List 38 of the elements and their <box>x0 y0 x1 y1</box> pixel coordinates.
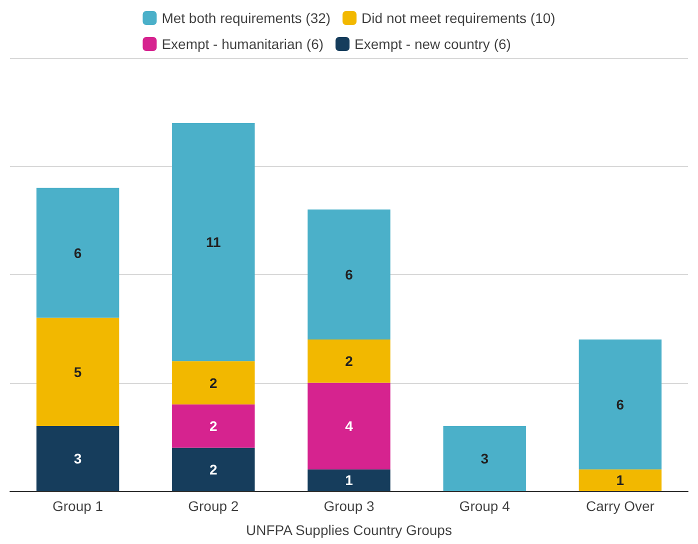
legend-label: Did not meet requirements (10) <box>362 10 556 26</box>
bar <box>36 318 120 426</box>
bar <box>578 469 662 491</box>
x-tick-label: Group 1 <box>52 498 104 514</box>
bar <box>308 382 390 470</box>
data-label: 3 <box>480 450 489 467</box>
data-label: 6 <box>74 244 82 261</box>
legend-label: Met both requirements (32) <box>162 10 331 26</box>
bar <box>172 122 255 362</box>
bar <box>308 210 390 340</box>
data-label: 2 <box>210 374 218 391</box>
legend-label: Exempt - new country (6) <box>354 36 511 52</box>
bar <box>172 361 255 404</box>
x-tick-label: Group 3 <box>324 498 375 514</box>
data-label: 6 <box>345 266 354 282</box>
bar <box>36 188 120 318</box>
data-label: 2 <box>210 418 218 434</box>
data-label: 2 <box>210 461 218 478</box>
data-label: 4 <box>345 418 354 434</box>
bar <box>36 426 120 491</box>
bar <box>308 339 390 383</box>
data-label: 1 <box>345 472 354 488</box>
bar <box>172 448 255 491</box>
data-label: 5 <box>74 364 82 380</box>
data-label: 2 <box>345 353 354 370</box>
data-label: 11 <box>206 234 222 250</box>
x-tick-label: Group 4 <box>459 498 510 514</box>
legend-label: Exempt - humanitarian (6) <box>162 36 324 52</box>
bar <box>308 469 390 491</box>
data-label: 3 <box>74 450 82 467</box>
bar <box>172 404 255 448</box>
bar <box>578 339 662 470</box>
x-tick-label: Carry Over <box>586 498 655 514</box>
x-axis-title: UNFPA Supplies Country Groups <box>246 522 452 538</box>
bar <box>443 426 526 491</box>
data-label: 1 <box>616 472 624 488</box>
data-label: 6 <box>616 396 624 412</box>
x-tick-label: Group 2 <box>188 498 239 514</box>
